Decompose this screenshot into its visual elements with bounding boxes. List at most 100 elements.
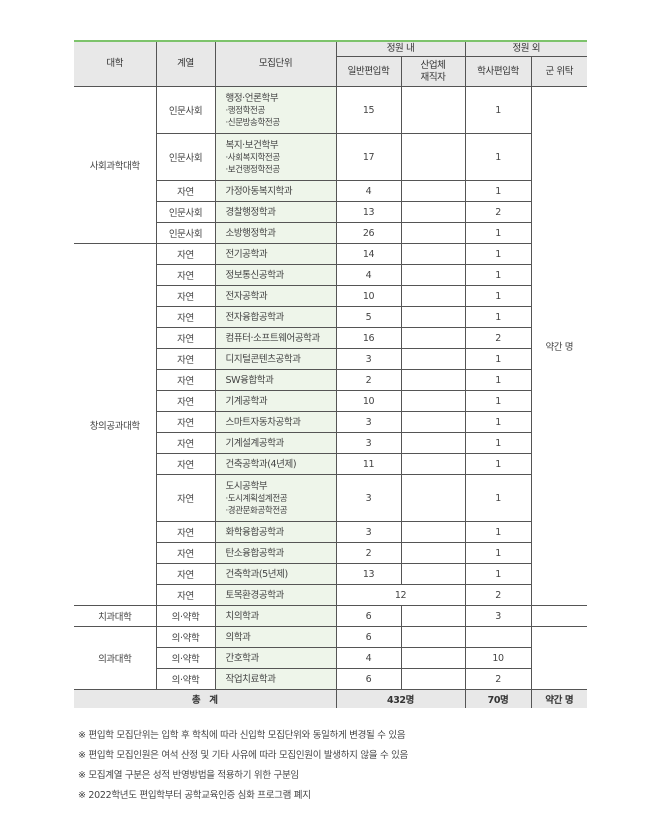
unit-cell: 의학과: [214, 626, 337, 648]
bachelor-transfer-cell: 1: [464, 348, 532, 370]
header-bachelor-transfer: 학사편입학: [464, 56, 532, 87]
industry-worker-cell: [400, 605, 466, 627]
general-transfer-cell: 10: [335, 285, 402, 307]
bachelor-transfer-cell: 1: [464, 86, 532, 134]
header-industry-worker: 산업체 재직자: [400, 56, 466, 87]
table-row: 자연 가정아동복지학과 4 1: [74, 180, 587, 202]
track-cell: 의·약학: [155, 668, 216, 690]
combined-quota-cell: 12: [335, 584, 466, 606]
unit-cell: 전기공학과: [214, 243, 337, 265]
unit-name: 경찰행정학과: [225, 206, 276, 218]
general-transfer-cell: 13: [335, 201, 402, 223]
unit-name: 작업치료학과: [225, 673, 276, 685]
unit-name: 건축학과(5년제): [225, 568, 289, 580]
track-cell: 의·약학: [155, 626, 216, 648]
table-row: 자연 컴퓨터·소프트웨어공학과 16 2: [74, 327, 587, 349]
table-row: 자연 탄소융합공학과 2 1: [74, 542, 587, 564]
industry-worker-cell: [400, 453, 466, 475]
general-transfer-cell: 2: [335, 542, 402, 564]
unit-cell: 치의학과: [214, 605, 337, 627]
unit-name: 탄소융합공학과: [225, 547, 285, 559]
track-cell: 자연: [155, 474, 216, 522]
unit-name: 건축공학과(4년제): [225, 458, 297, 470]
bachelor-transfer-cell: 1: [464, 222, 532, 244]
track-cell: 자연: [155, 285, 216, 307]
unit-cell: 가정아동복지학과: [214, 180, 337, 202]
industry-worker-cell: [400, 243, 466, 265]
industry-worker-cell: [400, 474, 466, 522]
bachelor-transfer-cell: 1: [464, 264, 532, 286]
table-row: 창의공과대학 자연 전기공학과 14 1: [74, 243, 587, 606]
header-industry-line2: 재직자: [420, 71, 446, 83]
unit-cell: 간호학과: [214, 647, 337, 669]
general-transfer-cell: 26: [335, 222, 402, 244]
industry-worker-cell: [400, 390, 466, 412]
unit-cell: 전자융합공학과: [214, 306, 337, 328]
bachelor-transfer-cell: 2: [464, 584, 532, 606]
unit-cell: 스마트자동차공학과: [214, 411, 337, 433]
unit-name: 화학융합공학과: [225, 526, 285, 538]
table-row: 자연 화학융합공학과 3 1: [74, 521, 587, 543]
track-cell: 자연: [155, 306, 216, 328]
college-name: 창의공과대학: [74, 243, 157, 606]
industry-worker-cell: [400, 432, 466, 454]
table-row: 자연 정보통신공학과 4 1: [74, 264, 587, 286]
track-cell: 자연: [155, 390, 216, 412]
unit-sub-major: ·도시계획설계전공: [225, 493, 288, 504]
note: ※ 편입학 모집단위는 입학 후 학칙에 따라 신입학 모집단위와 동일하게 변…: [78, 730, 406, 741]
track-cell: 자연: [155, 327, 216, 349]
track-cell: 인문사회: [155, 133, 216, 181]
note: ※ 모집계열 구분은 성적 반영방법을 적용하기 위한 구분임: [78, 770, 299, 781]
unit-name: 디지털콘텐츠공학과: [225, 353, 301, 365]
general-transfer-cell: 5: [335, 306, 402, 328]
industry-worker-cell: [400, 542, 466, 564]
track-cell: 자연: [155, 432, 216, 454]
unit-name: 간호학과: [225, 652, 260, 664]
unit-cell: 작업치료학과: [214, 668, 337, 690]
table-row: 인문사회 소방행정학과 26 1: [74, 222, 587, 244]
header-in-quota: 정원 내: [335, 40, 466, 57]
general-transfer-cell: 3: [335, 474, 402, 522]
track-cell: 인문사회: [155, 201, 216, 223]
track-cell: 인문사회: [155, 222, 216, 244]
college-name: 의과대학: [74, 626, 157, 690]
total-bachelor: 70명: [464, 689, 532, 708]
notes: ※ 편입학 모집단위는 입학 후 학칙에 따라 신입학 모집단위와 동일하게 변…: [78, 726, 408, 806]
general-transfer-cell: 4: [335, 647, 402, 669]
header-college: 대학: [74, 40, 157, 87]
track-cell: 자연: [155, 584, 216, 606]
table-row: 자연 SW융합학과 2 1: [74, 369, 587, 391]
bachelor-transfer-cell: 1: [464, 563, 532, 585]
unit-name: 전자공학과: [225, 290, 268, 302]
general-transfer-cell: 13: [335, 563, 402, 585]
bachelor-transfer-cell: 2: [464, 201, 532, 223]
military-cell: [530, 626, 588, 690]
track-cell: 자연: [155, 563, 216, 585]
table-row: 자연 건축학과(5년제) 13 1: [74, 563, 587, 585]
industry-worker-cell: [400, 201, 466, 223]
header-industry-line1: 산업체: [420, 59, 446, 71]
unit-cell: 토목환경공학과: [214, 584, 337, 606]
industry-worker-cell: [400, 411, 466, 433]
unit-cell: 기계공학과: [214, 390, 337, 412]
college-name: 사회과학대학: [74, 86, 157, 244]
bachelor-transfer-cell: 10: [464, 647, 532, 669]
industry-worker-cell: [400, 563, 466, 585]
industry-worker-cell: [400, 369, 466, 391]
industry-worker-cell: [400, 647, 466, 669]
track-cell: 인문사회: [155, 86, 216, 134]
general-transfer-cell: 6: [335, 605, 402, 627]
unit-name: 가정아동복지학과: [225, 185, 293, 197]
note: ※ 2022학년도 편입학부터 공학교육인증 심화 프로그램 폐지: [78, 790, 311, 801]
general-transfer-cell: 4: [335, 180, 402, 202]
general-transfer-cell: 3: [335, 521, 402, 543]
unit-name: 컴퓨터·소프트웨어공학과: [225, 332, 321, 344]
industry-worker-cell: [400, 86, 466, 134]
table-body: 사회과학대학 인문사회 행정·언론학부 ·행정학전공 ·신문방송학전공 15 1 약간 명 인문…: [74, 86, 588, 708]
unit-cell: 건축공학과(4년제): [214, 453, 337, 475]
bachelor-transfer-cell: 1: [464, 285, 532, 307]
unit-name: 소방행정학과: [225, 227, 276, 239]
unit-sub-major: ·신문방송학전공: [225, 117, 281, 128]
bachelor-transfer-cell: 1: [464, 453, 532, 475]
unit-cell: 소방행정학과: [214, 222, 337, 244]
